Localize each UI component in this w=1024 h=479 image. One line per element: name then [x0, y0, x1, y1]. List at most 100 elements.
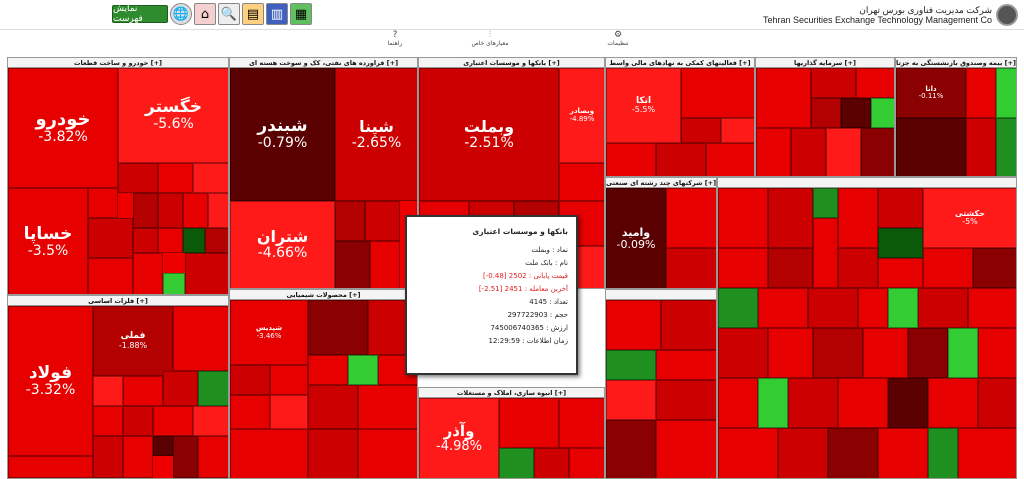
- tile-small[interactable]: [193, 406, 228, 436]
- tile-small[interactable]: [718, 288, 758, 328]
- tile-small[interactable]: [718, 188, 768, 248]
- tile-small[interactable]: [978, 328, 1016, 378]
- tile-small[interactable]: [813, 188, 838, 218]
- tile-small[interactable]: [878, 188, 923, 228]
- tile-small[interactable]: [768, 328, 813, 378]
- tile-small[interactable]: [606, 420, 656, 478]
- tile-small[interactable]: [863, 328, 908, 378]
- tile-small[interactable]: [788, 378, 838, 428]
- table-icon[interactable]: ▤: [242, 3, 264, 25]
- tile-shpdis[interactable]: شپدیس -3.46%: [230, 300, 308, 365]
- tile-small[interactable]: [158, 163, 193, 193]
- tile-small[interactable]: [896, 118, 966, 176]
- tile-small[interactable]: [718, 328, 768, 378]
- tile-small[interactable]: [153, 436, 173, 456]
- tile-small[interactable]: [230, 429, 308, 478]
- tile-small[interactable]: [358, 385, 417, 429]
- tile-small[interactable]: [193, 163, 228, 193]
- tile-small[interactable]: [813, 328, 863, 378]
- tile-small[interactable]: [778, 428, 828, 478]
- tile-khsapa[interactable]: خساپا -3.5%: [8, 188, 88, 294]
- tile-small[interactable]: [208, 193, 228, 228]
- tile-small[interactable]: [198, 436, 228, 478]
- tile-small[interactable]: [841, 98, 871, 128]
- tile-shtaran[interactable]: شتران -4.66%: [230, 201, 335, 288]
- tile-small[interactable]: [308, 355, 348, 385]
- tile-small[interactable]: [123, 406, 153, 436]
- chart-icon[interactable]: ▥: [266, 3, 288, 25]
- tile-vbmellat[interactable]: وبملت -2.51%: [419, 68, 559, 201]
- tile-small[interactable]: [133, 253, 163, 294]
- tile-small[interactable]: [153, 406, 193, 436]
- tile-small[interactable]: [856, 68, 894, 98]
- tile-small[interactable]: [968, 288, 1016, 328]
- tile-small[interactable]: [335, 201, 365, 241]
- tile-small[interactable]: [928, 378, 978, 428]
- tile-small[interactable]: [813, 218, 838, 288]
- tile-small[interactable]: [811, 68, 856, 98]
- tile-hkeshti[interactable]: حکشتی -5%: [923, 188, 1016, 248]
- search-icon[interactable]: 🔍: [218, 3, 240, 25]
- sector-metals[interactable]: فلزات اساسی [+] فولاد -3.32% فملی -1.88%: [7, 295, 229, 479]
- grid-icon[interactable]: ▦: [290, 3, 312, 25]
- tile-small[interactable]: [768, 188, 813, 248]
- tile-small[interactable]: [559, 163, 604, 201]
- tile-small[interactable]: [656, 380, 716, 420]
- tile-small[interactable]: [681, 68, 754, 118]
- tile-small[interactable]: [499, 398, 559, 448]
- tile-small[interactable]: [358, 429, 417, 478]
- sector-oil[interactable]: فراورده های نفتی، کک و سوخت هسته ای [+] …: [229, 57, 418, 289]
- tile-small[interactable]: [888, 378, 928, 428]
- tile-small[interactable]: [948, 328, 978, 378]
- tile-small[interactable]: [8, 456, 93, 478]
- tile-small[interactable]: [656, 143, 706, 176]
- tile-small[interactable]: [973, 248, 1016, 288]
- show-list-button[interactable]: نمایش فهرست: [112, 4, 168, 24]
- tile-small[interactable]: [861, 128, 894, 176]
- tile-small[interactable]: [656, 420, 716, 478]
- tile-small[interactable]: [205, 228, 228, 253]
- tile-small[interactable]: [996, 68, 1016, 118]
- tile-small[interactable]: [656, 350, 716, 380]
- tile-small[interactable]: [996, 118, 1016, 176]
- tile-small[interactable]: [966, 118, 996, 176]
- tile-small[interactable]: [606, 300, 661, 350]
- tile-small[interactable]: [499, 448, 534, 478]
- tile-small[interactable]: [370, 241, 400, 288]
- tile-small[interactable]: [918, 288, 968, 328]
- tile-small[interactable]: [230, 395, 270, 429]
- tile-small[interactable]: [308, 300, 368, 355]
- tile-small[interactable]: [123, 376, 163, 406]
- tile-small[interactable]: [569, 448, 604, 478]
- tile-small[interactable]: [88, 218, 133, 258]
- tile-small[interactable]: [133, 228, 158, 253]
- tile-small[interactable]: [718, 248, 768, 288]
- sector-misc[interactable]: حکشتی -5%: [717, 177, 1017, 479]
- tile-small[interactable]: [908, 328, 948, 378]
- tile-small[interactable]: [858, 288, 888, 328]
- tile-small[interactable]: [230, 365, 270, 395]
- tile-small[interactable]: [958, 428, 1016, 478]
- tile-small[interactable]: [928, 428, 958, 478]
- tile-small[interactable]: [838, 378, 888, 428]
- tile-small[interactable]: [878, 428, 928, 478]
- globe-icon[interactable]: 🌐: [170, 3, 192, 25]
- tile-dana[interactable]: دانا -0.11%: [896, 68, 966, 118]
- tile-small[interactable]: [828, 428, 878, 478]
- tile-small[interactable]: [198, 371, 228, 406]
- tile-small[interactable]: [838, 248, 878, 288]
- tile-small[interactable]: [978, 378, 1016, 428]
- tile-small[interactable]: [966, 68, 996, 118]
- tile-small[interactable]: [163, 273, 185, 294]
- tile-small[interactable]: [718, 378, 758, 428]
- tile-small[interactable]: [718, 428, 778, 478]
- tile-small[interactable]: [183, 228, 205, 253]
- tile-small[interactable]: [791, 128, 826, 176]
- tile-small[interactable]: [756, 128, 791, 176]
- tile-small[interactable]: [183, 193, 208, 228]
- sector-cement[interactable]: [605, 289, 717, 479]
- sector-realestate[interactable]: انبوه سازی، املاک و مستغلات [+] وآذر -4.9…: [418, 387, 605, 479]
- tile-small[interactable]: [666, 248, 716, 288]
- tile-small[interactable]: [173, 306, 228, 371]
- tile-small[interactable]: [163, 371, 198, 406]
